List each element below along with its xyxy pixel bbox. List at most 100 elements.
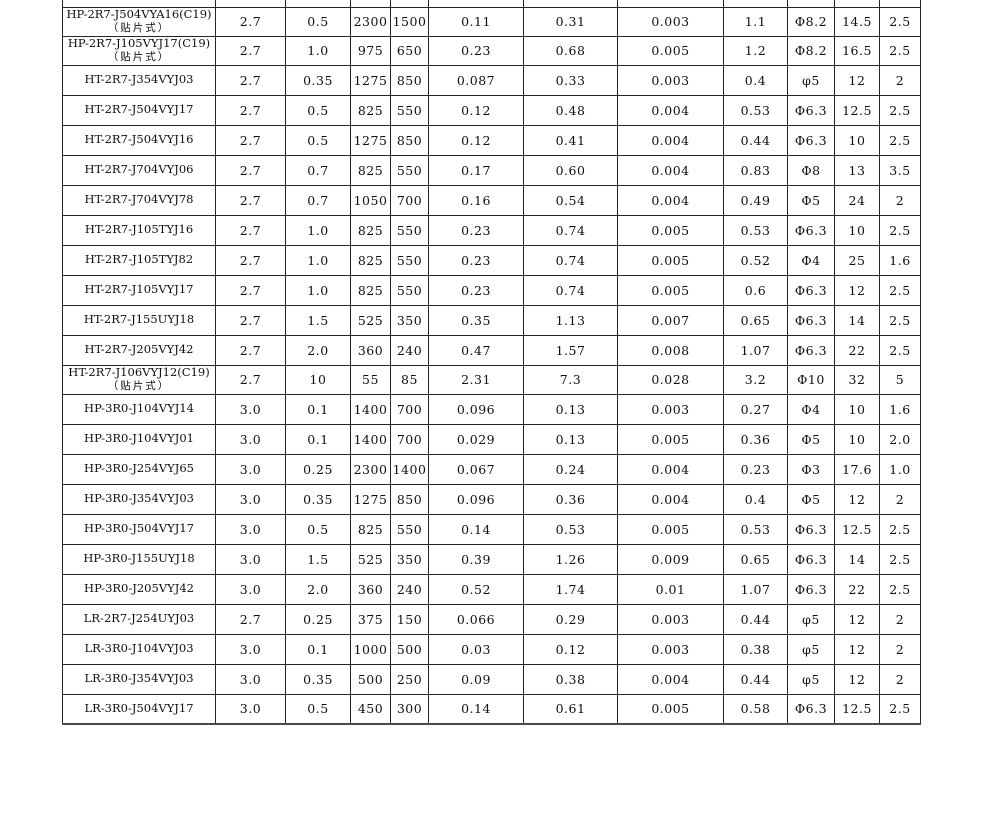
- model-name: HP-3R0-J504VYJ17: [84, 521, 194, 536]
- table-row: HP-3R0-J354VYJ03 3.0 0.35 1275 850 0.096…: [62, 483, 921, 515]
- spec-cell: 2.7: [215, 35, 286, 66]
- empty-cell: [62, 0, 216, 8]
- spec-cell: 0.003: [617, 6, 724, 37]
- spec-cell: 2300: [350, 6, 391, 37]
- spec-cell: 0.65: [723, 304, 788, 336]
- spec-cell: 0.36: [723, 423, 788, 455]
- spec-cell: 0.096: [428, 393, 524, 425]
- spec-cell: 0.005: [617, 214, 724, 246]
- spec-cell: 2: [879, 483, 921, 515]
- spec-cell: 12.5: [834, 94, 880, 126]
- spec-cell: 550: [390, 154, 429, 186]
- spec-cell: 650: [390, 35, 429, 66]
- spec-cell: 0.74: [523, 214, 618, 246]
- spec-cell: 2.7: [215, 6, 286, 37]
- model-cell: HT-2R7-J105TYJ16: [62, 214, 216, 246]
- spec-cell: 850: [390, 64, 429, 96]
- spec-cell: 0.54: [523, 184, 618, 216]
- spec-cell: 0.7: [285, 184, 351, 216]
- table-row: HP-3R0-J155UYJ18 3.0 1.5 525 350 0.39 1.…: [62, 543, 921, 575]
- spec-cell: 450: [350, 693, 391, 725]
- model-cell: HP-3R0-J504VYJ17: [62, 513, 216, 545]
- spec-cell: 0.5: [285, 6, 351, 37]
- spec-cell: 0.007: [617, 304, 724, 336]
- spec-cell: 1.6: [879, 393, 921, 425]
- spec-cell: 0.5: [285, 513, 351, 545]
- spec-cell: 1.6: [879, 244, 921, 276]
- spec-cell: 0.47: [428, 334, 524, 366]
- spec-cell: 0.003: [617, 64, 724, 96]
- spec-cell: 0.14: [428, 513, 524, 545]
- spec-cell: 1.57: [523, 334, 618, 366]
- empty-cell: [390, 0, 429, 8]
- table-row: HP-3R0-J104VYJ14 3.0 0.1 1400 700 0.096 …: [62, 393, 921, 425]
- spec-cell: 0.4: [723, 483, 788, 515]
- model-cell: LR-3R0-J104VYJ03: [62, 633, 216, 665]
- spec-cell: 0.13: [523, 393, 618, 425]
- spec-cell: 32: [834, 364, 880, 395]
- model-cell: HT-2R7-J106VYJ12(C19) （贴片式）: [62, 364, 216, 395]
- spec-cell: 2300: [350, 453, 391, 485]
- spec-cell: 2.5: [879, 573, 921, 605]
- model-name: HT-2R7-J155UYJ18: [83, 312, 195, 327]
- spec-cell: 3.0: [215, 513, 286, 545]
- spec-cell: Φ8.2: [787, 6, 835, 37]
- spec-cell: 1.0: [879, 453, 921, 485]
- spec-cell: 0.066: [428, 603, 524, 635]
- model-name: LR-3R0-J354VYJ03: [84, 671, 194, 686]
- spec-cell: φ5: [787, 633, 835, 665]
- spec-cell: 0.23: [428, 274, 524, 306]
- model-cell: HT-2R7-J105VYJ17: [62, 274, 216, 306]
- spec-cell: Φ6.3: [787, 513, 835, 545]
- table-row: HP-2R7-J105VYJ17(C19) （贴片式） 2.7 1.0 975 …: [62, 35, 921, 66]
- spec-cell: 12: [834, 663, 880, 695]
- spec-cell: 0.029: [428, 423, 524, 455]
- spec-cell: 0.49: [723, 184, 788, 216]
- table-row: HT-2R7-J354VYJ03 2.7 0.35 1275 850 0.087…: [62, 64, 921, 96]
- spec-cell: 350: [390, 304, 429, 336]
- table-row: HT-2R7-J205VYJ42 2.7 2.0 360 240 0.47 1.…: [62, 334, 921, 366]
- spec-cell: 0.24: [523, 453, 618, 485]
- spec-cell: 3.0: [215, 543, 286, 575]
- model-cell: HT-2R7-J105TYJ82: [62, 244, 216, 276]
- spec-cell: 2: [879, 633, 921, 665]
- table-row: HT-2R7-J504VYJ16 2.7 0.5 1275 850 0.12 0…: [62, 124, 921, 156]
- table-row: HT-2R7-J105TYJ16 2.7 1.0 825 550 0.23 0.…: [62, 214, 921, 246]
- spec-cell: 55: [350, 364, 391, 395]
- spec-cell: Φ6.3: [787, 693, 835, 725]
- spec-cell: 0.38: [723, 633, 788, 665]
- spec-cell: 0.53: [523, 513, 618, 545]
- spec-cell: 3.0: [215, 633, 286, 665]
- spec-cell: 12: [834, 633, 880, 665]
- model-cell: HP-3R0-J254VYJ65: [62, 453, 216, 485]
- table-row: LR-3R0-J104VYJ03 3.0 0.1 1000 500 0.03 0…: [62, 633, 921, 665]
- empty-cell: [215, 0, 286, 8]
- table-row: LR-3R0-J354VYJ03 3.0 0.35 500 250 0.09 0…: [62, 663, 921, 695]
- empty-cell: [879, 0, 921, 8]
- spec-cell: 14.5: [834, 6, 880, 37]
- empty-cell: [285, 0, 351, 8]
- spec-cell: 0.31: [523, 6, 618, 37]
- empty-cell: [428, 0, 524, 8]
- table-row: HP-2R7-J504VYA16(C19) （贴片式） 2.7 0.5 2300…: [62, 6, 921, 37]
- spec-cell: 2.5: [879, 35, 921, 66]
- table-row: HT-2R7-J105VYJ17 2.7 1.0 825 550 0.23 0.…: [62, 274, 921, 306]
- spec-cell: 2.7: [215, 603, 286, 635]
- table-row: LR-3R0-J504VYJ17 3.0 0.5 450 300 0.14 0.…: [62, 693, 921, 725]
- spec-cell: 1275: [350, 64, 391, 96]
- spec-cell: 10: [285, 364, 351, 395]
- spec-cell: 550: [390, 94, 429, 126]
- table-row: LR-2R7-J254UYJ03 2.7 0.25 375 150 0.066 …: [62, 603, 921, 635]
- spec-cell: Φ6.3: [787, 334, 835, 366]
- spec-cell: Φ6.3: [787, 94, 835, 126]
- spec-cell: 0.028: [617, 364, 724, 395]
- spec-cell: Φ6.3: [787, 124, 835, 156]
- table-row: HP-3R0-J504VYJ17 3.0 0.5 825 550 0.14 0.…: [62, 513, 921, 545]
- table-row: HT-2R7-J155UYJ18 2.7 1.5 525 350 0.35 1.…: [62, 304, 921, 336]
- model-name: HT-2R7-J105TYJ16: [84, 222, 194, 237]
- spec-cell: 2.5: [879, 94, 921, 126]
- spec-cell: 2.0: [285, 334, 351, 366]
- model-cell: HP-3R0-J205VYJ42: [62, 573, 216, 605]
- spec-cell: 0.004: [617, 663, 724, 695]
- spec-cell: Φ4: [787, 244, 835, 276]
